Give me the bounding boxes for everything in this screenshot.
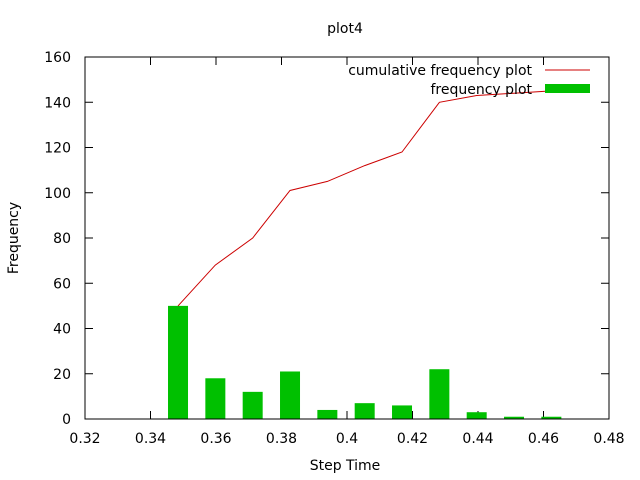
axis-ticks: 0.32 0.34 0.36 0.38 0.4 0.42 0.44 0.46 0.48 0 20 40… [44,50,624,447]
bar [504,416,525,419]
bar [205,378,226,419]
x-tick-label: 0.44 [462,431,493,447]
y-tick-label: 160 [44,50,71,66]
legend-label: frequency plot [431,82,533,98]
line-series [177,90,552,307]
series-line [177,90,552,307]
y-tick-label: 140 [44,95,71,111]
x-tick-label: 0.4 [336,431,358,447]
bar [317,409,338,419]
bar [354,403,375,419]
legend-label: cumulative frequency plot [348,63,532,79]
y-tick-label: 80 [53,231,71,247]
y-tick-label: 0 [62,412,71,428]
x-tick-label: 0.32 [69,431,100,447]
bar-series [168,305,562,419]
legend-swatch-bar [545,84,590,93]
y-axis-title: Frequency [6,202,22,274]
y-tick-label: 100 [44,186,71,202]
x-tick-label: 0.42 [397,431,428,447]
y-tick-label: 40 [53,322,71,338]
bar [429,369,450,419]
bar [280,371,301,419]
bar [392,405,413,419]
chart-title: plot4 [327,21,363,37]
x-axis-title: Step Time [310,458,381,474]
y-tick-label: 60 [53,276,71,292]
bar [466,412,487,419]
bar [541,416,562,419]
bar [168,305,189,419]
plot-frame [84,56,610,420]
x-tick-label: 0.46 [528,431,559,447]
y-tick-label: 120 [44,141,71,157]
x-tick-label: 0.34 [135,431,166,447]
legend: cumulative frequency plot frequency plot [348,63,590,98]
x-tick-label: 0.36 [200,431,231,447]
y-tick-label: 20 [53,367,71,383]
bar [242,391,263,419]
x-tick-label: 0.48 [593,431,624,447]
x-tick-label: 0.38 [266,431,297,447]
